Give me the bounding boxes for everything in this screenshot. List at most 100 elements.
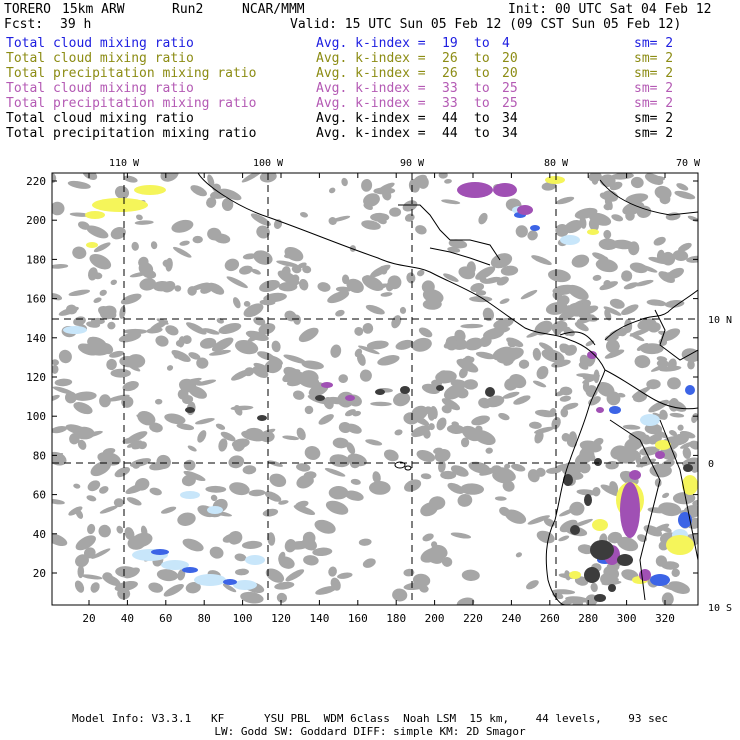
physics-info: LW: Godd SW: Goddard DIFF: simple KM: 2D… (214, 725, 526, 738)
cloud-blob (296, 474, 314, 489)
y-tick-label: 180 (26, 253, 46, 266)
cloud-blob (90, 460, 112, 477)
cloud-blob (454, 344, 468, 350)
cloud-blob (678, 242, 692, 252)
purple-precip-patch (457, 182, 493, 198)
cloud-blob (492, 346, 514, 361)
cloud-blob (82, 430, 103, 438)
y-tick-label: 200 (26, 214, 46, 227)
cloud-blob (149, 487, 162, 496)
heavy-precip-core (375, 389, 385, 395)
light-cloud-patch (161, 560, 189, 570)
cloud-blob (487, 326, 511, 335)
cloud-blob (317, 282, 331, 292)
cloud-blob (74, 580, 85, 593)
cloud-blob (490, 253, 513, 269)
cloud-blob (173, 246, 192, 258)
cloud-blob (286, 378, 303, 387)
blue-cloud-patch (223, 579, 237, 585)
cloud-blob (265, 568, 285, 583)
cloud-blob (125, 483, 147, 494)
galapagos-island (404, 465, 412, 471)
legend-row: Total precipitation mixing ratio Avg. k-i… (0, 126, 740, 141)
x-tick-label: 80 (198, 612, 211, 625)
cloud-blob (529, 421, 542, 429)
legend-field-name: Total cloud mixing ratio (6, 111, 194, 126)
cloud-blob (127, 535, 146, 550)
cloud-blob (595, 258, 618, 273)
cloud-blob (185, 582, 201, 594)
cloud-blob (93, 297, 102, 303)
cloud-blob (75, 535, 96, 551)
x-tick-label: 240 (501, 612, 521, 625)
cloud-blob (475, 290, 487, 296)
cloud-blob (687, 215, 698, 223)
cloud-blob (293, 504, 316, 516)
cloud-blob (428, 496, 446, 510)
cloud-blob (621, 304, 639, 316)
cloud-blob (634, 279, 654, 287)
cloud-blob (513, 395, 531, 405)
cloud-blob (283, 366, 301, 380)
cloud-blob (485, 447, 493, 454)
x-tick-label: 180 (386, 612, 406, 625)
cloud-blob (171, 219, 194, 233)
cloud-blob (649, 463, 672, 478)
cloud-blob (624, 436, 644, 452)
cloud-blob (393, 392, 411, 407)
cloud-blob (228, 455, 245, 469)
x-tick-label: 260 (540, 612, 560, 625)
cloud-blob (499, 506, 511, 517)
yellow-precip-patch (92, 198, 148, 212)
model-info: Model Info: V3.3.1 KF YSU PBL WDM 6class… (71, 712, 669, 725)
cloud-blob (352, 410, 362, 417)
cloud-blob (641, 455, 650, 463)
cloud-blob (588, 396, 601, 406)
yellow-precip-patch (85, 211, 105, 219)
cloud-blob (628, 241, 640, 256)
cloud-blob (302, 531, 316, 545)
legend-field-name: Total precipitation mixing ratio (6, 66, 257, 81)
cloud-blob (262, 508, 279, 517)
cloud-blob (653, 236, 666, 246)
cloud-blob (77, 439, 87, 450)
cloud-blob (669, 430, 677, 436)
cloud-blob (526, 580, 539, 590)
cloud-blob (64, 391, 77, 404)
heavy-precip-core (485, 387, 495, 397)
cloud-blob (592, 274, 602, 281)
cloud-blob (548, 269, 571, 283)
cloud-blob (195, 418, 215, 425)
cloud-blob (541, 181, 557, 191)
heavy-precip-core (683, 464, 693, 472)
cloud-blob (99, 289, 107, 296)
cloud-blob (178, 336, 185, 348)
y-tick-label: 40 (33, 528, 46, 541)
cloud-blob (560, 407, 569, 418)
cloud-blob (338, 421, 352, 434)
cloud-blob (102, 574, 121, 586)
cloud-blob (187, 286, 197, 296)
cloud-blob (593, 369, 600, 384)
cloud-blob (385, 281, 395, 292)
blue-cloud-patch (650, 574, 670, 586)
coastline (545, 369, 606, 605)
cloud-blob (527, 230, 538, 241)
cloud-blob (310, 381, 325, 388)
cloud-blob (417, 176, 429, 189)
cloud-blob (278, 556, 295, 569)
light-cloud-patch (207, 506, 223, 514)
cloud-blob (446, 424, 465, 435)
legend-smoothing: sm= 2 (634, 81, 674, 96)
cloud-blob (458, 367, 468, 379)
cloud-blob (332, 437, 349, 449)
cloud-blob (456, 597, 475, 605)
cloud-blob (177, 388, 189, 400)
cloud-blob (68, 506, 83, 516)
cloud-blob (420, 547, 442, 563)
cloud-blob (557, 308, 564, 313)
cloud-blob (527, 515, 551, 525)
cloud-blob (599, 192, 612, 200)
valid-time: Valid: 15 UTC Sun 05 Feb 12 (09 CST Sun … (290, 17, 682, 32)
cloud-blob (574, 321, 589, 332)
